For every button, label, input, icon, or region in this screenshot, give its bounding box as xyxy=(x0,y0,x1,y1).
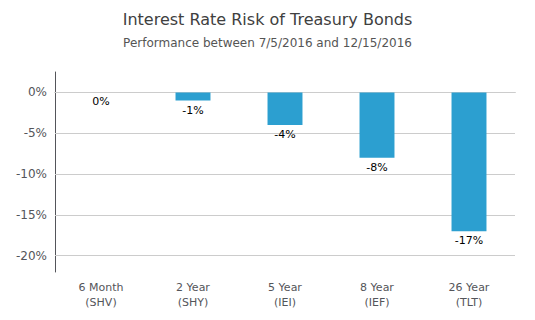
svg-text:-5%: -5% xyxy=(24,126,47,140)
svg-text:(IEI): (IEI) xyxy=(274,296,296,309)
svg-text:-15%: -15% xyxy=(16,208,47,222)
svg-text:0%: 0% xyxy=(28,85,47,99)
svg-text:-1%: -1% xyxy=(182,104,203,117)
svg-text:5 Year: 5 Year xyxy=(268,281,302,294)
svg-text:-8%: -8% xyxy=(366,161,387,174)
svg-text:6 Month: 6 Month xyxy=(79,281,124,294)
svg-text:(SHY): (SHY) xyxy=(178,296,209,309)
svg-text:-10%: -10% xyxy=(16,167,47,181)
svg-text:-20%: -20% xyxy=(16,249,47,263)
svg-text:-4%: -4% xyxy=(274,128,295,141)
svg-text:0%: 0% xyxy=(92,95,109,108)
svg-text:(SHV): (SHV) xyxy=(85,296,116,309)
svg-text:8 Year: 8 Year xyxy=(360,281,394,294)
svg-text:(IEF): (IEF) xyxy=(364,296,389,309)
svg-text:Interest Rate Risk of Treasury: Interest Rate Risk of Treasury Bonds xyxy=(123,10,413,29)
svg-text:-17%: -17% xyxy=(455,234,483,247)
svg-text:26 Year: 26 Year xyxy=(449,281,490,294)
svg-text:2 Year: 2 Year xyxy=(176,281,210,294)
svg-text:(TLT): (TLT) xyxy=(456,296,483,309)
svg-text:Performance between 7/5/2016 a: Performance between 7/5/2016 and 12/15/2… xyxy=(123,36,412,50)
